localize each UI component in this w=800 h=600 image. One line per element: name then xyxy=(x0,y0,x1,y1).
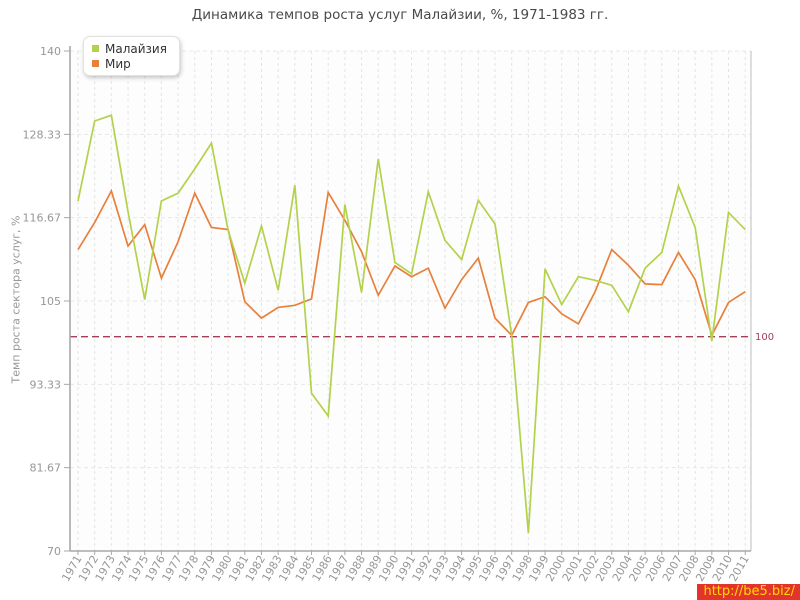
legend-label-malaysia: Малайзия xyxy=(105,41,167,56)
y-tick-label: 116.67 xyxy=(23,212,62,225)
y-tick-label: 70 xyxy=(47,545,61,558)
y-tick-label: 140 xyxy=(40,45,61,58)
world-series-line xyxy=(77,188,746,338)
plot-area xyxy=(70,51,751,551)
reference-line-label: 100 xyxy=(755,332,774,343)
legend-item-world[interactable]: Мир xyxy=(92,56,167,71)
y-tick-label: 128.33 xyxy=(23,128,62,141)
world-series-marker-icon xyxy=(92,60,99,67)
y-tick-label: 105 xyxy=(40,295,61,308)
y-axis-title: Темп роста сектора услуг, % xyxy=(9,215,23,384)
watermark-link[interactable]: http://be5.biz/ xyxy=(697,584,800,600)
chart-title: Динамика темпов роста услуг Малайзии, %,… xyxy=(191,7,609,23)
y-tick-label: 93.33 xyxy=(30,378,62,391)
y-tick-label: 81.67 xyxy=(30,462,62,475)
malaysia-series-marker-icon xyxy=(92,45,99,52)
legend-item-malaysia[interactable]: Малайзия xyxy=(92,41,167,56)
legend: Малайзия Мир xyxy=(83,36,180,76)
malaysia-series-line xyxy=(77,114,746,534)
legend-label-world: Мир xyxy=(105,56,131,71)
